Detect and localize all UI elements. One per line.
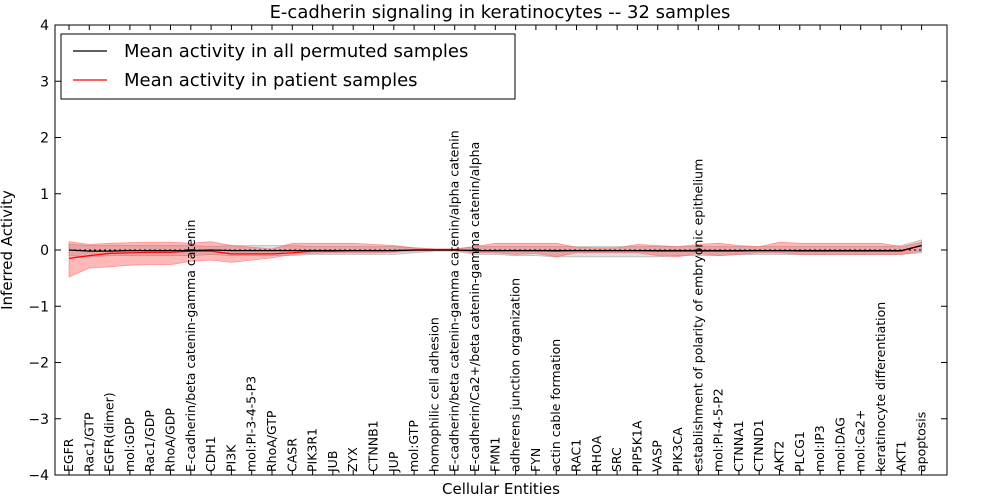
x-tick-label: adherens junction organization [508, 278, 523, 472]
x-tick-label: mol:GTP [406, 420, 421, 472]
x-tick-label: mol:IP3 [812, 425, 827, 472]
x-tick-label: VASP [650, 440, 665, 472]
x-tick-label: mol:Ca2+ [853, 410, 868, 472]
x-tick-label: RHOA [589, 435, 604, 472]
y-tick-label: 2 [40, 131, 49, 147]
x-tick-label: Rac1/GTP [81, 412, 96, 472]
x-tick-label: PIP5K1A [629, 420, 644, 472]
y-tick-label: −1 [28, 299, 49, 315]
x-tick-label: apoptosis [914, 412, 929, 472]
x-tick-label: EGFR(dimer) [102, 392, 117, 472]
x-tick-label: RAC1 [569, 439, 584, 472]
x-tick-label: homophilic cell adhesion [426, 317, 441, 472]
x-tick-label: CTNNB1 [366, 420, 381, 472]
y-tick-label: 1 [40, 187, 49, 203]
x-tick-label: RhoA/GTP [264, 410, 279, 472]
x-tick-label: E-cadherin/beta catenin-gamma catenin/al… [447, 130, 462, 472]
x-tick-label: E-cadherin/Ca2+/beta catenin-gamma caten… [467, 142, 482, 472]
x-tick-label: E-cadherin/beta catenin-gamma catenin [183, 220, 198, 472]
x-tick-label: CTNNA1 [731, 420, 746, 472]
x-tick-label: AKT2 [772, 441, 787, 472]
x-tick-label: PIK3CA [670, 427, 685, 472]
x-tick-label: ZYX [345, 447, 360, 472]
legend-label-patient: Mean activity in patient samples [124, 70, 418, 91]
y-tick-label: −4 [28, 468, 49, 484]
legend: Mean activity in all permuted samples Me… [60, 33, 516, 100]
x-tick-label: keratinocyte differentiation [873, 302, 888, 472]
x-tick-label: CTNND1 [751, 419, 766, 472]
x-tick-label: JUB [325, 451, 340, 473]
x-tick-label: mol:GDP [122, 417, 137, 472]
series-line-0 [68, 244, 922, 252]
x-tick-label: mol:PI-4-5-P2 [711, 388, 726, 472]
x-tick-label: FMN1 [487, 437, 502, 472]
x-tick-label: CDH1 [203, 436, 218, 472]
x-tick-label: JUP [386, 451, 401, 473]
x-tick-label: PI3K [223, 444, 238, 472]
y-tick-label: 3 [40, 74, 49, 90]
x-tick-label: SRC [609, 447, 624, 472]
x-tick-label: establishment of polarity of embryonic e… [690, 159, 705, 472]
x-tick-label: CASR [284, 438, 299, 472]
x-axis-label: Cellular Entities [442, 480, 560, 498]
x-tick-label: FYN [528, 448, 543, 472]
y-tick-label: −3 [28, 412, 49, 428]
x-tick-label: RhoA/GDP [163, 408, 178, 472]
x-tick-label: Rac1/GDP [142, 410, 157, 472]
y-tick-label: 0 [40, 243, 49, 259]
x-tick-label: mol:PI-3-4-5-P3 [244, 376, 259, 472]
x-tick-label: AKT1 [893, 441, 908, 472]
x-tick-label: EGFR [61, 438, 76, 472]
x-tick-label: PIK3R1 [305, 428, 320, 472]
chart-title: E-cadherin signaling in keratinocytes --… [270, 2, 731, 23]
series-band-0 [68, 239, 922, 258]
x-tick-label: PLCG1 [792, 431, 807, 472]
x-tick-label: mol:DAG [832, 417, 847, 472]
legend-label-permuted: Mean activity in all permuted samples [124, 41, 468, 62]
y-axis-label: Inferred Activity [0, 190, 16, 310]
y-tick-label: −2 [28, 356, 49, 372]
y-tick-label: 4 [40, 18, 49, 34]
x-tick-label: actin cable formation [548, 339, 563, 472]
legend-box [60, 33, 516, 100]
